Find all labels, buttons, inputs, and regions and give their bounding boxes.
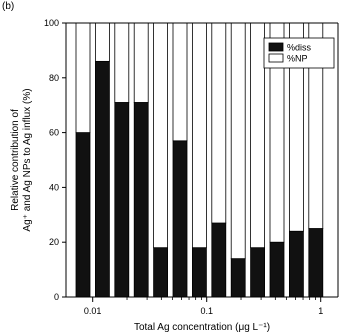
- bar-np-3: [114, 22, 130, 103]
- bar-diss-6: [172, 140, 188, 298]
- legend-swatch-1: [268, 42, 284, 52]
- y-axis-title-line1: Relative contribution of: [10, 109, 21, 211]
- bar-diss-2: [95, 60, 110, 298]
- bar-np-1: [75, 22, 91, 133]
- bar-diss-9: [230, 258, 246, 298]
- y-tick-label-100: 100: [44, 18, 59, 28]
- y-tick-label-20: 20: [49, 237, 59, 247]
- bar-np-5: [153, 22, 169, 249]
- x-tick-label-1: 0.01: [84, 306, 102, 316]
- bar-diss-3: [114, 102, 130, 298]
- x-tick-label-3: 1: [318, 306, 323, 316]
- bar-np-6: [172, 22, 188, 142]
- bar-diss-5: [153, 247, 169, 298]
- bar-np-7: [191, 22, 207, 249]
- y-tick-label-40: 40: [49, 182, 59, 192]
- bar-diss-12: [288, 230, 304, 298]
- bar-np-10: [250, 22, 266, 249]
- y-tick-label-80: 80: [49, 73, 59, 83]
- bar-np-8: [211, 22, 227, 224]
- x-tick-label-2: 0.1: [200, 306, 213, 316]
- x-axis-title: Total Ag concentration (μg L⁻¹): [134, 322, 270, 333]
- legend-label-2: %NP: [287, 54, 308, 64]
- bar-np-4: [133, 22, 149, 103]
- bar-diss-8: [211, 222, 227, 298]
- bar-diss-11: [269, 241, 285, 298]
- bar-diss-4: [133, 102, 149, 298]
- panel-label: (b): [2, 1, 15, 12]
- y-axis-title-line2: Ag⁺ and Ag NPs to Ag influx (%): [22, 88, 33, 231]
- bar-diss-10: [250, 247, 266, 298]
- y-tick-label-60: 60: [49, 128, 59, 138]
- bar-diss-1: [75, 132, 91, 298]
- legend-swatch-2: [268, 53, 284, 63]
- bar-diss-13: [308, 228, 324, 298]
- legend-label-1: %diss: [287, 43, 312, 53]
- y-tick-label-0: 0: [54, 292, 59, 302]
- bar-diss-7: [191, 247, 207, 298]
- bar-np-9: [230, 22, 246, 260]
- bar-np-2: [95, 22, 110, 62]
